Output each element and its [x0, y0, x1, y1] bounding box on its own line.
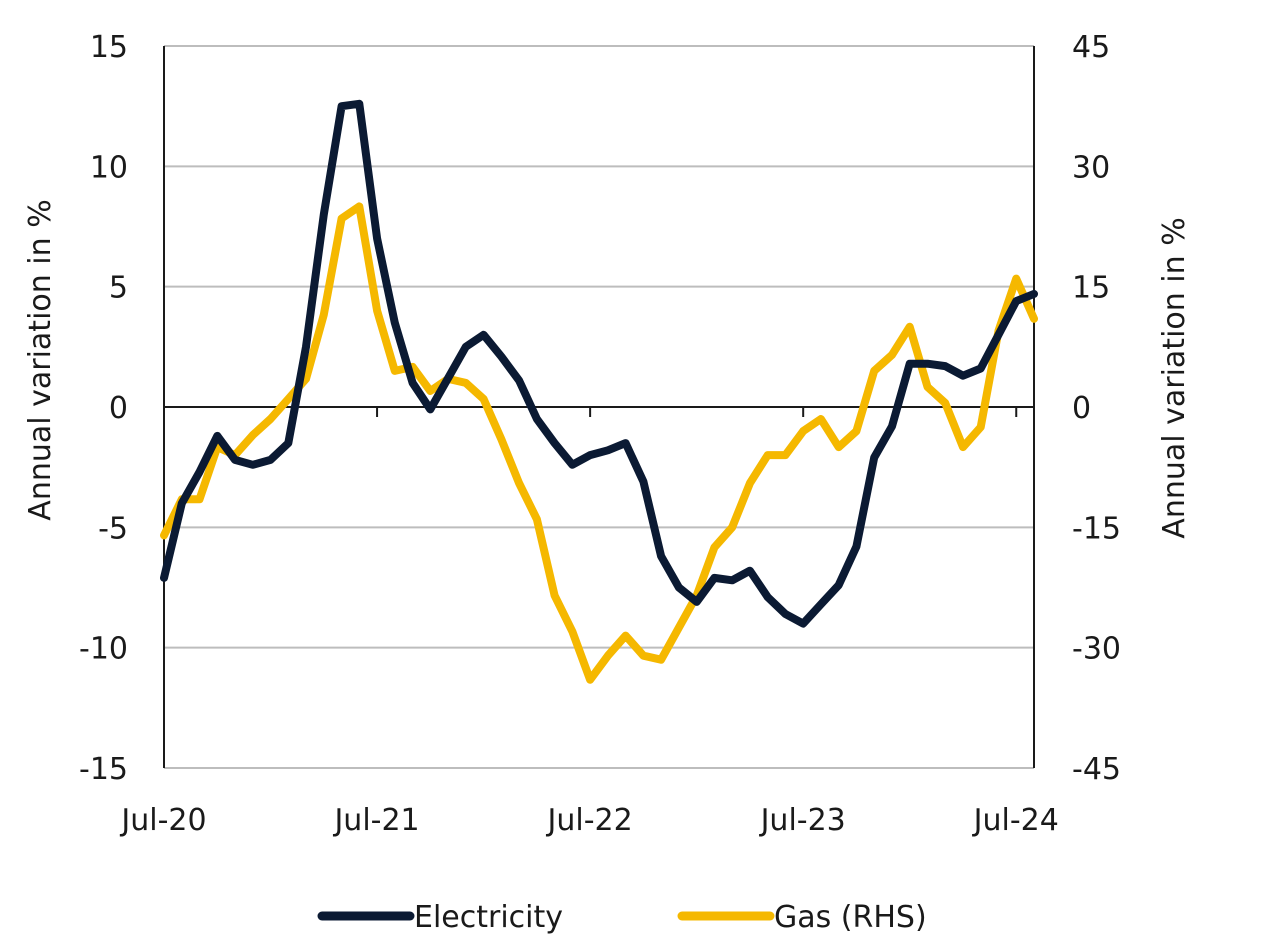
right-tick-label: 45	[1072, 30, 1110, 65]
left-tick-label: 10	[90, 150, 128, 185]
right-tick-label: 15	[1072, 271, 1110, 306]
left-axis-title: Annual variation in %	[23, 199, 58, 520]
left-tick-label: -10	[79, 632, 128, 667]
x-axis-tick-labels: Jul-20 Jul-21 Jul-22 Jul-23 Jul-24	[119, 803, 1058, 838]
left-tick-label: 15	[90, 30, 128, 65]
right-tick-label: 30	[1072, 150, 1110, 185]
gridlines	[164, 45, 1034, 769]
right-tick-label: 0	[1072, 391, 1091, 426]
gas-line	[160, 202, 1038, 684]
left-tick-label: 0	[109, 391, 128, 426]
x-tick-label: Jul-20	[119, 803, 206, 838]
x-tick-label: Jul-22	[546, 803, 633, 838]
x-tick-label: Jul-21	[332, 803, 419, 838]
legend: Electricity Gas (RHS)	[317, 900, 927, 935]
legend-label-gas: Gas (RHS)	[774, 900, 927, 935]
electricity-line	[160, 99, 1038, 628]
left-tick-label: -15	[79, 752, 128, 787]
left-axis-tick-labels: 15 10 5 0 -5 -10 -15	[79, 30, 128, 787]
axes	[163, 46, 1035, 768]
x-tick-label: Jul-23	[759, 803, 846, 838]
series-lines	[160, 99, 1038, 684]
right-tick-label: -45	[1072, 752, 1121, 787]
right-tick-label: -15	[1072, 511, 1121, 546]
legend-label-electricity: Electricity	[414, 900, 563, 935]
left-tick-label: -5	[98, 511, 128, 546]
left-tick-label: 5	[109, 271, 128, 306]
right-tick-label: -30	[1072, 632, 1121, 667]
x-tick-label: Jul-24	[972, 803, 1059, 838]
right-axis-title: Annual variation in %	[1157, 217, 1192, 538]
right-axis-tick-labels: 45 30 15 0 -15 -30 -45	[1072, 30, 1121, 787]
